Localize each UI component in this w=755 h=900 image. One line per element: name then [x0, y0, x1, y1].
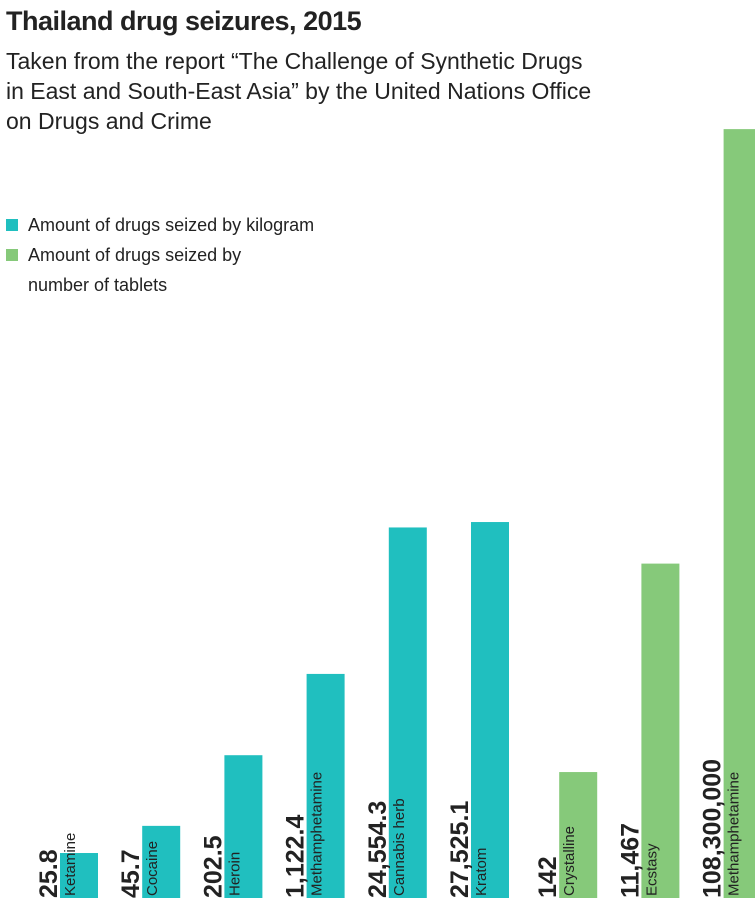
- chart-title: Thailand drug seizures, 2015: [6, 6, 362, 36]
- bar: [224, 755, 263, 898]
- legend-label: Amount of drugs seized by number of tabl…: [28, 245, 242, 295]
- category-label: Methamphetamine: [309, 772, 326, 896]
- bar: [306, 673, 345, 898]
- value-label: 142: [534, 856, 562, 898]
- value-label: 202.5: [199, 835, 227, 898]
- value-label: 1,122.4: [282, 814, 310, 898]
- bar: [471, 522, 509, 898]
- legend-swatch: [6, 219, 18, 231]
- value-label: 11,467: [616, 823, 644, 898]
- legend-label: Amount of drugs seized by kilogram: [28, 215, 315, 235]
- legend: Amount of drugs seized by kilogram Amount…: [6, 210, 386, 300]
- bar: [641, 563, 680, 898]
- legend-swatch: [6, 249, 18, 261]
- category-label: Crystalline: [561, 826, 578, 896]
- chart-subtitle: Taken from the report “The Challenge of …: [6, 48, 592, 134]
- bar: [142, 825, 181, 898]
- legend-item: Amount of drugs seized by kilogram: [6, 210, 408, 240]
- category-label: Ecstasy: [643, 843, 660, 896]
- bar: [559, 772, 598, 898]
- bar: [60, 853, 98, 898]
- value-label: 45.7: [117, 849, 145, 898]
- value-label: 25.8: [35, 849, 63, 898]
- category-label: Methamphetamine: [726, 772, 743, 896]
- category-label: Heroin: [226, 852, 243, 896]
- category-label: Cocaine: [144, 841, 161, 896]
- value-label: 27,525.1: [446, 801, 474, 898]
- bar: [388, 527, 427, 898]
- value-label: 24,554.3: [364, 801, 392, 898]
- value-label: 108,300,000: [699, 759, 727, 898]
- category-label: Cannabis herb: [391, 798, 408, 896]
- bar: [723, 129, 755, 898]
- legend-item: Amount of drugs seized by number of tabl…: [6, 240, 288, 300]
- category-label: Ketamine: [62, 833, 79, 896]
- category-label: Kratom: [473, 848, 490, 896]
